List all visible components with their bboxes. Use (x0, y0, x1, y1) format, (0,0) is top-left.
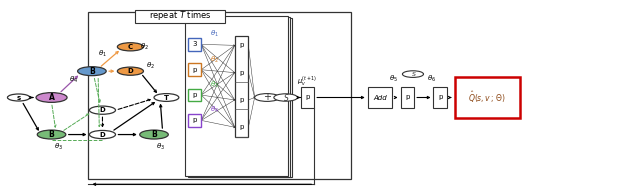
Circle shape (140, 130, 168, 139)
Text: $\theta_1$: $\theta_1$ (98, 49, 107, 59)
Circle shape (154, 94, 179, 101)
Text: +: + (263, 92, 271, 103)
Text: p: p (239, 124, 244, 130)
Text: $\,\mathit{S}$: $\,\mathit{S}$ (410, 70, 416, 78)
Text: $\theta_2$: $\theta_2$ (146, 61, 155, 71)
Text: $\theta_2$: $\theta_2$ (140, 42, 148, 52)
FancyBboxPatch shape (455, 77, 520, 118)
Text: $\theta_2$: $\theta_2$ (211, 54, 219, 65)
Text: p: p (239, 42, 244, 48)
FancyBboxPatch shape (188, 89, 201, 101)
Text: D: D (99, 132, 106, 137)
Text: p: p (239, 70, 244, 76)
Circle shape (78, 67, 106, 76)
FancyBboxPatch shape (185, 16, 288, 176)
FancyBboxPatch shape (188, 17, 290, 177)
Text: p: p (192, 92, 197, 98)
FancyBboxPatch shape (188, 63, 201, 76)
Text: Add: Add (373, 95, 387, 100)
Text: $\theta_4$: $\theta_4$ (211, 105, 219, 115)
FancyBboxPatch shape (433, 87, 447, 108)
Text: $\hat{Q}(s, v\,;\,\Theta)$: $\hat{Q}(s, v\,;\,\Theta)$ (468, 90, 507, 105)
Text: D: D (127, 68, 134, 74)
Text: $\mu_v^{(t+1)}$: $\mu_v^{(t+1)}$ (297, 75, 317, 88)
Text: $\,\mathit{S}$: $\,\mathit{S}$ (282, 92, 289, 103)
Circle shape (89, 106, 116, 114)
Text: repeat $T$ times: repeat $T$ times (149, 10, 212, 22)
Text: $\theta_1$: $\theta_1$ (211, 29, 219, 39)
Text: p: p (305, 95, 310, 100)
FancyBboxPatch shape (190, 18, 292, 177)
Circle shape (402, 71, 424, 77)
FancyBboxPatch shape (368, 87, 392, 108)
Circle shape (117, 67, 143, 75)
Text: A: A (48, 93, 55, 102)
Circle shape (274, 94, 297, 101)
Text: p: p (438, 95, 443, 100)
Circle shape (36, 93, 67, 102)
FancyBboxPatch shape (188, 38, 201, 51)
FancyBboxPatch shape (401, 87, 414, 108)
Circle shape (255, 94, 279, 101)
Circle shape (37, 130, 66, 139)
Text: p: p (239, 97, 244, 103)
Text: p: p (192, 117, 197, 123)
Text: p: p (192, 67, 197, 73)
Text: p: p (405, 95, 410, 100)
Text: $\theta_3$: $\theta_3$ (156, 142, 165, 152)
Text: C: C (128, 44, 133, 50)
Text: s: s (17, 95, 20, 100)
Text: B: B (151, 130, 157, 139)
Text: D: D (99, 107, 106, 113)
Text: T: T (164, 95, 169, 100)
FancyBboxPatch shape (301, 87, 314, 108)
Text: B: B (48, 130, 55, 139)
Circle shape (7, 94, 30, 101)
Text: $\theta_3$: $\theta_3$ (55, 142, 63, 152)
Text: $\theta_3$: $\theta_3$ (211, 80, 219, 90)
Text: 3: 3 (192, 41, 197, 47)
Text: $\theta_6$: $\theta_6$ (427, 74, 436, 84)
FancyBboxPatch shape (188, 114, 201, 127)
FancyBboxPatch shape (235, 36, 248, 136)
Text: $\theta_4$: $\theta_4$ (69, 75, 78, 85)
Circle shape (117, 43, 143, 51)
Text: B: B (89, 67, 95, 76)
FancyBboxPatch shape (135, 10, 225, 23)
Text: $\theta_5$: $\theta_5$ (389, 74, 398, 84)
Circle shape (89, 130, 116, 139)
